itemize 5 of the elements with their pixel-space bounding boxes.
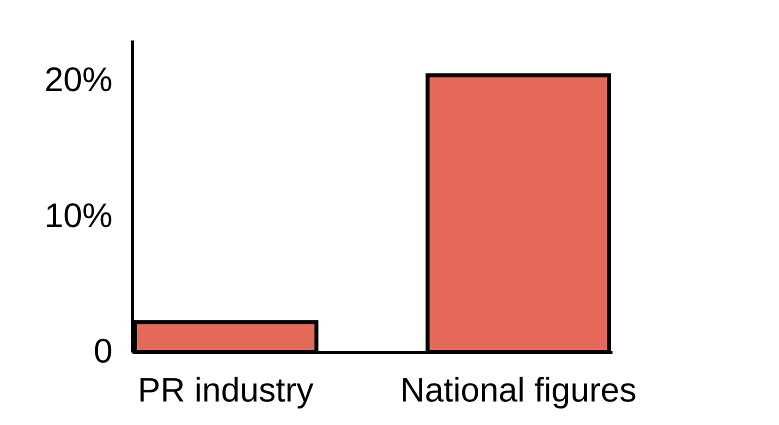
y-tick-label: 20% [44, 61, 112, 100]
y-tick-label: 10% [44, 196, 112, 235]
x-tick-label: PR industry [138, 372, 314, 410]
y-tick-label: 0 [94, 332, 112, 370]
x-tick-label: National figures [400, 372, 636, 410]
